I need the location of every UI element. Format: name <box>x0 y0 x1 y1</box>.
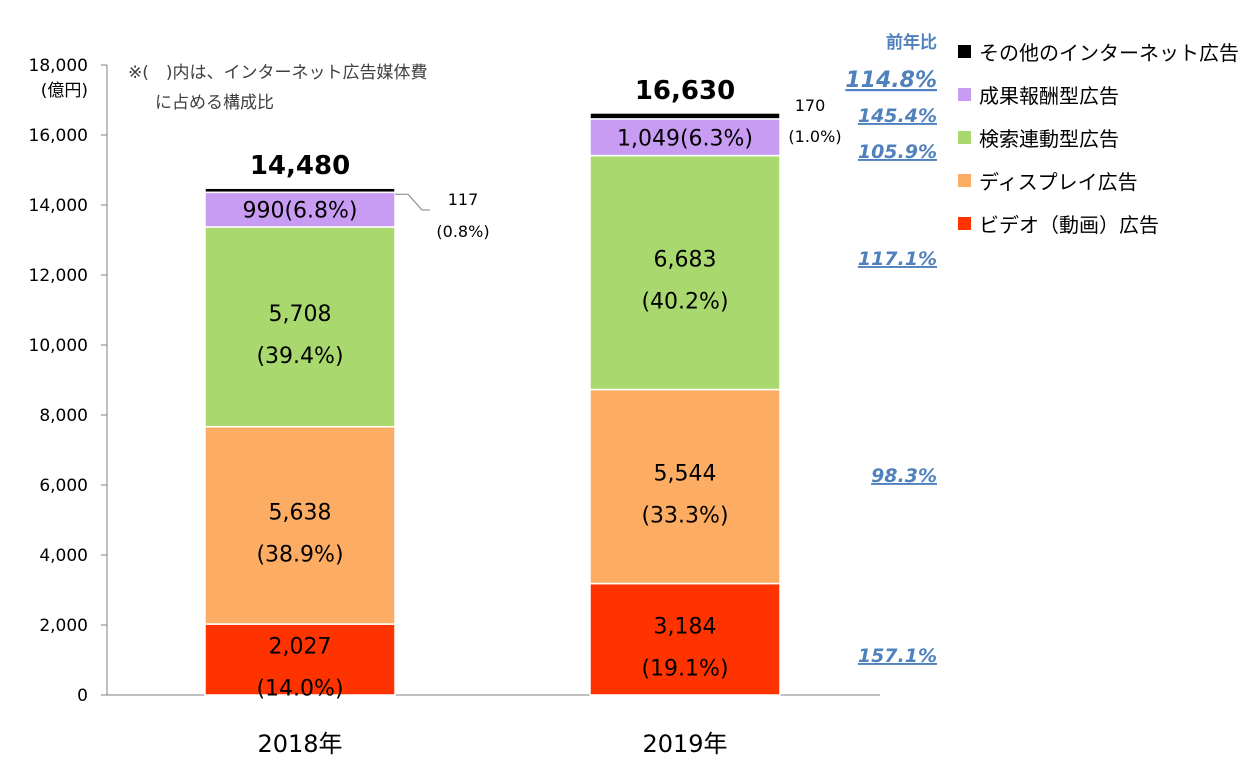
data-label-share: (33.3%) <box>641 504 728 529</box>
bar-segment <box>204 226 396 428</box>
legend-item: 成果報酬型広告 <box>958 73 1239 116</box>
legend: その他のインターネット広告 成果報酬型広告 検索連動型広告 ディスプレイ広告 ビデオ（動… <box>958 30 1239 245</box>
bar-segment <box>589 118 781 157</box>
callout-share: (1.0%) <box>788 127 841 146</box>
data-label-share: (14.0%) <box>256 677 343 702</box>
bar-segment <box>204 187 396 194</box>
yoy-column: 前年比 114.8% 157.1% 98.3% 117.1% 145.4% 105.9% <box>845 32 937 667</box>
y-tick-label: 6,000 <box>39 476 88 496</box>
data-label-value: 5,638 <box>269 500 332 525</box>
legend-swatch <box>958 174 971 187</box>
y-tick-label: 16,000 <box>29 126 88 146</box>
bar-segment <box>204 623 396 696</box>
data-label-share: (40.2%) <box>641 290 728 315</box>
data-label-value: 2,027 <box>269 635 332 660</box>
bar-segment <box>589 112 781 120</box>
callout-share: (0.8%) <box>436 222 489 241</box>
legend-label: 成果報酬型広告 <box>979 84 1119 108</box>
data-label-value: 6,683 <box>654 248 717 273</box>
bar-segment <box>204 191 396 228</box>
y-tick-label: 14,000 <box>29 196 88 216</box>
data-label-share: (38.9%) <box>256 542 343 567</box>
y-tick-label: 0 <box>77 686 88 706</box>
note-line-2: に占める構成比 <box>155 93 274 113</box>
bar-segment <box>589 582 781 696</box>
legend-label: 検索連動型広告 <box>979 127 1119 151</box>
legend-item: 検索連動型広告 <box>958 116 1239 159</box>
data-label-value: 1,049(6.3%) <box>617 126 753 151</box>
total-label: 14,480 <box>250 151 350 181</box>
legend-swatch <box>958 45 971 58</box>
yoy-value: 145.4% <box>858 105 937 127</box>
data-label-value: 5,708 <box>269 302 332 327</box>
data-label-share: (19.1%) <box>641 656 728 681</box>
legend-swatch <box>958 131 971 144</box>
x-tick-label: 2019年 <box>642 730 727 758</box>
bars <box>204 112 781 696</box>
callout-value: 117 <box>448 190 479 209</box>
total-label: 16,630 <box>635 76 735 106</box>
data-label-share: (39.4%) <box>256 344 343 369</box>
data-label-value: 5,544 <box>654 462 717 487</box>
yoy-header: 前年比 <box>886 32 937 53</box>
legend-swatch <box>958 217 971 230</box>
yoy-value: 157.1% <box>858 645 937 667</box>
legend-label: ビデオ（動画）広告 <box>979 213 1159 237</box>
legend-item: その他のインターネット広告 <box>958 30 1239 73</box>
y-axis-title: (億円) <box>41 81 88 101</box>
note-line-1: ※( )内は、インターネット広告媒体費 <box>128 63 428 83</box>
y-tick-label: 4,000 <box>39 546 88 566</box>
y-tick-label: 10,000 <box>29 336 88 356</box>
bar-segment <box>204 425 396 625</box>
bar-segment <box>589 388 781 585</box>
y-tick-label: 12,000 <box>29 266 88 286</box>
yoy-value: 98.3% <box>871 465 937 487</box>
y-tick-label: 8,000 <box>39 406 88 426</box>
x-tick-label: 2018年 <box>257 730 342 758</box>
axes: 0 2,000 4,000 6,000 8,000 10,000 12,000 14,000 1… <box>29 56 880 758</box>
legend-item: ディスプレイ広告 <box>958 159 1239 202</box>
labels: 2,027 (14.0%) 5,638 (38.9%) 5,708 (39.4%) 990(… <box>242 76 841 702</box>
legend-label: ディスプレイ広告 <box>979 170 1138 194</box>
y-tick-label: 18,000 <box>29 56 88 76</box>
callout-value: 170 <box>795 96 826 115</box>
bar-segment <box>589 154 781 391</box>
data-label-value: 990(6.8%) <box>242 199 357 224</box>
legend-item: ビデオ（動画）広告 <box>958 202 1239 245</box>
y-tick-label: 2,000 <box>39 616 88 636</box>
yoy-total: 114.8% <box>845 68 937 93</box>
yoy-value: 105.9% <box>858 141 937 163</box>
callout-line <box>395 193 430 211</box>
data-label-value: 3,184 <box>654 614 717 639</box>
yoy-value: 117.1% <box>858 248 937 270</box>
legend-label: その他のインターネット広告 <box>979 41 1239 65</box>
legend-swatch <box>958 88 971 101</box>
